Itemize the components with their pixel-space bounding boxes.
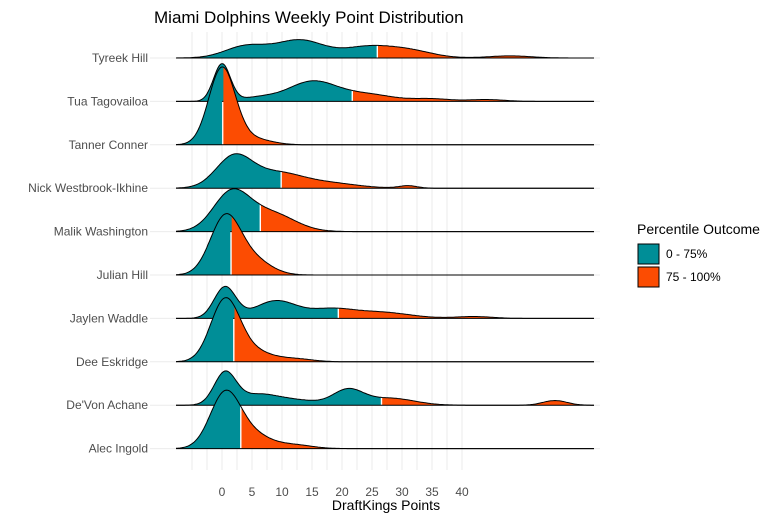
ridge-area-75-100 bbox=[339, 308, 593, 319]
y-label: Tanner Conner bbox=[69, 138, 148, 152]
y-label: Julian Hill bbox=[97, 268, 148, 282]
y-label: Dee Eskridge bbox=[76, 355, 148, 369]
ridge-area-0-75 bbox=[176, 66, 222, 145]
ridge-area-0-75 bbox=[176, 286, 338, 319]
ridge-outline bbox=[175, 39, 594, 59]
y-label: Tyreek Hill bbox=[92, 51, 148, 65]
legend-swatch-0-75 bbox=[637, 243, 660, 265]
x-tick-label: 20 bbox=[335, 485, 349, 499]
x-tick-label: 30 bbox=[395, 485, 409, 499]
x-tick-label: 10 bbox=[275, 485, 289, 499]
legend-swatch-75-100 bbox=[637, 266, 660, 288]
chart-title: Miami Dolphins Weekly Point Distribution bbox=[154, 8, 464, 27]
legend-label-0-75: 0 - 75% bbox=[666, 247, 708, 261]
ridge-area-75-100 bbox=[260, 204, 593, 232]
ridge-area-75-100 bbox=[378, 45, 593, 58]
x-tick-label: 35 bbox=[425, 485, 439, 499]
ridge-area-75-100 bbox=[241, 407, 593, 449]
legend-title: Percentile Outcome bbox=[637, 221, 760, 237]
x-tick-label: 15 bbox=[305, 485, 319, 499]
ridge-jaylen-waddle bbox=[176, 285, 594, 319]
ridge-tyreek-hill bbox=[175, 39, 594, 59]
ridge-area-75-100 bbox=[234, 306, 593, 362]
ridge-area-0-75 bbox=[176, 39, 377, 58]
ridge-area-0-75 bbox=[176, 297, 234, 362]
ridge-julian-hill bbox=[175, 213, 594, 276]
ridge-area-75-100 bbox=[223, 67, 593, 145]
ridge-area-75-100 bbox=[281, 171, 593, 189]
ridge-area-0-75 bbox=[176, 390, 241, 449]
ridge-de-von-achane bbox=[176, 370, 594, 406]
x-tick-label: 5 bbox=[249, 485, 256, 499]
y-label: Malik Washington bbox=[54, 225, 148, 239]
legend: Percentile Outcome 0 - 75% 75 - 100% bbox=[637, 221, 760, 288]
x-axis-ticks: 0 5 10 15 20 25 30 35 40 bbox=[219, 485, 469, 499]
ridge-tua-tagovailoa bbox=[176, 63, 594, 102]
y-label: De'Von Achane bbox=[66, 398, 148, 412]
ridge-area-0-75 bbox=[176, 188, 260, 232]
x-tick-label: 0 bbox=[219, 485, 226, 499]
y-label: Nick Westbrook-Ikhine bbox=[28, 181, 148, 195]
ridges bbox=[175, 39, 594, 450]
x-tick-label: 40 bbox=[455, 485, 469, 499]
ridge-tanner-conner bbox=[175, 66, 594, 146]
x-tick-label: 25 bbox=[365, 485, 379, 499]
ridge-alec-ingold bbox=[175, 389, 594, 450]
ridge-dee-eskridge bbox=[175, 297, 594, 363]
x-axis-title: DraftKings Points bbox=[332, 497, 440, 513]
ridge-nick-westbrook-ikhine bbox=[176, 153, 594, 189]
ridge-malik-washington bbox=[175, 188, 594, 233]
y-axis-labels: Tyreek Hill Tua Tagovailoa Tanner Conner Ni… bbox=[28, 51, 148, 456]
y-label: Jaylen Waddle bbox=[70, 311, 149, 325]
ridge-area-0-75 bbox=[176, 213, 231, 275]
legend-label-75-100: 75 - 100% bbox=[666, 270, 721, 284]
y-label: Tua Tagovailoa bbox=[67, 94, 148, 108]
ridge-area-75-100 bbox=[231, 216, 593, 275]
y-label: Alec Ingold bbox=[89, 442, 148, 456]
